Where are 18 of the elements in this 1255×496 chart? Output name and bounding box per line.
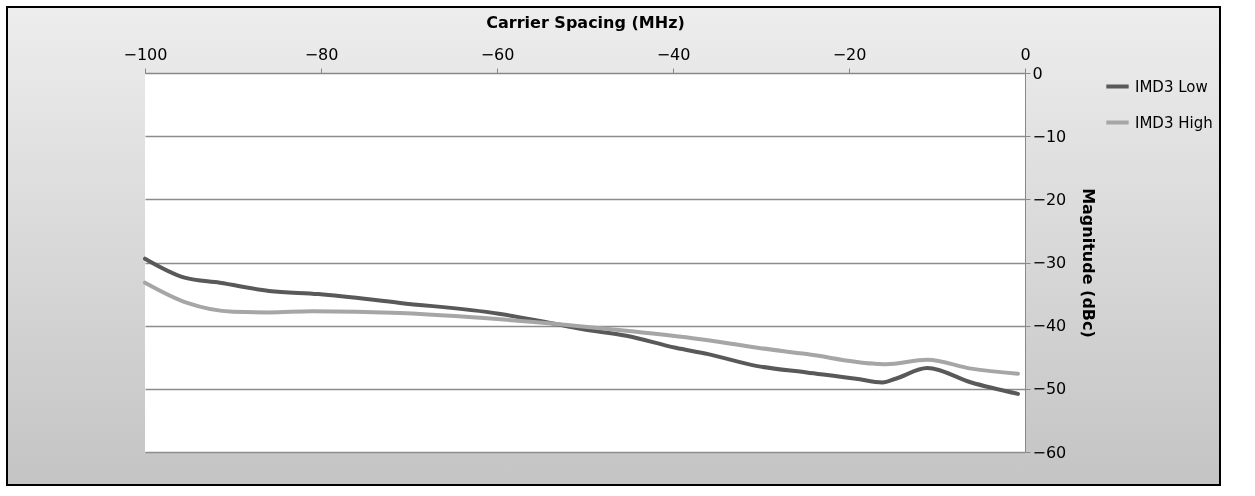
legend-label: IMD3 Low <box>1135 77 1208 96</box>
y-tick-label: −10 <box>1032 126 1067 146</box>
y-tick-label: −40 <box>1032 316 1067 336</box>
x-tick-label: −60 <box>480 44 515 64</box>
line-series <box>143 280 1020 376</box>
line-series <box>143 256 1020 396</box>
y-axis-title: Magnitude (dBc) <box>1079 188 1099 338</box>
x-tick-label: −100 <box>123 44 168 64</box>
x-tick-label: −40 <box>656 44 691 64</box>
y-tick-label: −30 <box>1032 253 1067 272</box>
y-tick-label: 0 <box>1032 63 1043 83</box>
y-tick-label: −60 <box>1032 442 1067 462</box>
x-tick-label: −20 <box>832 44 867 64</box>
y-tick-label: −50 <box>1032 379 1067 399</box>
legend-label: IMD3 High <box>1135 113 1213 132</box>
x-tick-label: −80 <box>304 44 339 64</box>
y-tick-label: −20 <box>1032 189 1067 209</box>
x-axis-title: Carrier Spacing (MHz) <box>486 12 685 32</box>
